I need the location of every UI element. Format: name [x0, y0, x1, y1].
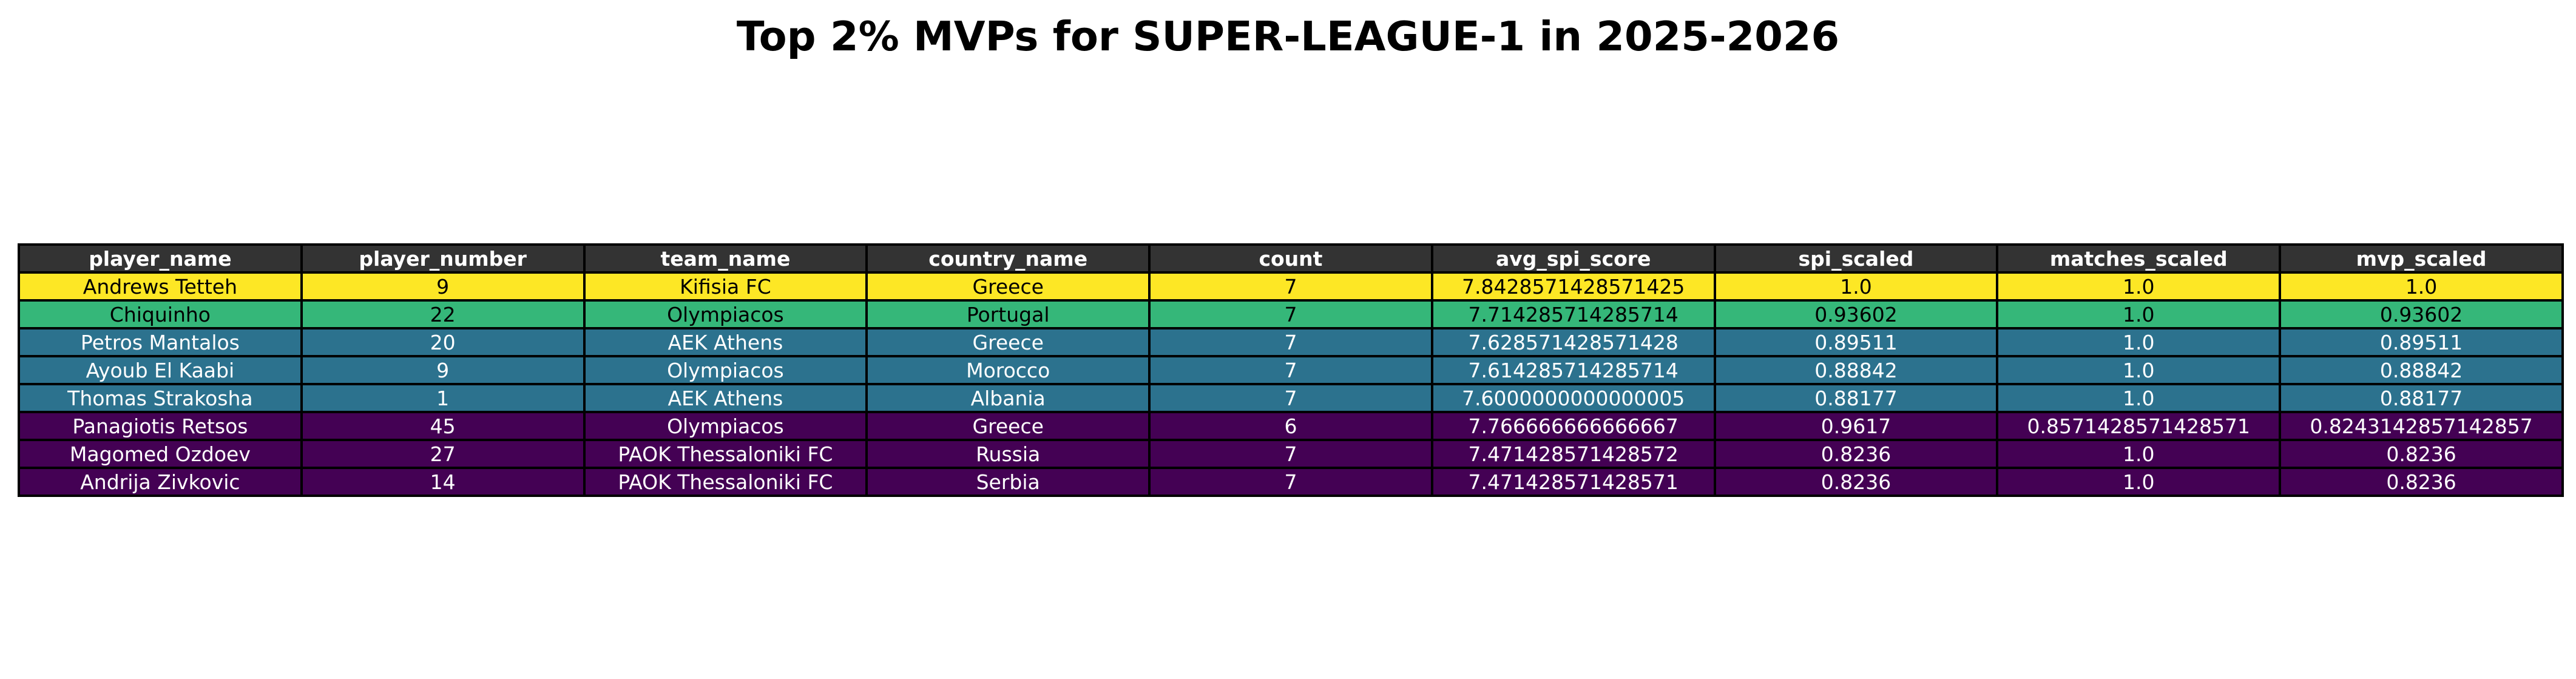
- table-cell-country-name: Russia: [865, 439, 1151, 469]
- table-cell-player-number: 22: [300, 299, 586, 329]
- table-cell-count: 7: [1148, 439, 1433, 469]
- table-cell-avg-spi-score: 7.8428571428571425: [1430, 271, 1716, 302]
- table-cell-spi-scaled: 0.8236: [1713, 467, 1999, 497]
- table-cell-count: 7: [1148, 327, 1433, 357]
- table-cell-matches-scaled: 1.0: [1996, 439, 2282, 469]
- table-cell-player-name: Petros Mantalos: [18, 327, 303, 357]
- table-cell-team-name: Kifisia FC: [583, 271, 868, 302]
- table-row: Andrews Tetteh 9 Kifisia FC Greece 7 7.842857…: [18, 271, 2564, 302]
- table-cell-count: 7: [1148, 355, 1433, 385]
- table-cell-avg-spi-score: 7.614285714285714: [1430, 355, 1716, 385]
- table-cell-count: 7: [1148, 467, 1433, 497]
- table-container: player_name player_number team_name country…: [18, 243, 2564, 497]
- table-cell-team-name: Olympiacos: [583, 355, 868, 385]
- table-cell-player-number: 20: [300, 327, 586, 357]
- table-cell-matches-scaled: 1.0: [1996, 271, 2282, 302]
- table-cell-mvp-scaled: 0.89511: [2279, 327, 2564, 357]
- table-cell-spi-scaled: 1.0: [1713, 271, 1999, 302]
- table-row: Thomas Strakosha 1 AEK Athens Albania 7 7.600…: [18, 383, 2564, 413]
- table-cell-player-name: Andrija Zivkovic: [18, 467, 303, 497]
- table-cell-player-number: 27: [300, 439, 586, 469]
- table-cell-matches-scaled: 1.0: [1996, 383, 2282, 413]
- table-cell-spi-scaled: 0.88842: [1713, 355, 1999, 385]
- table-cell-player-name: Panagiotis Retsos: [18, 411, 303, 441]
- table-cell-country-name: Greece: [865, 327, 1151, 357]
- table-row: Magomed Ozdoev 27 PAOK Thessaloniki FC Russ…: [18, 439, 2564, 469]
- table-cell-player-number: 45: [300, 411, 586, 441]
- column-header-country-name: country_name: [865, 243, 1151, 274]
- table-row: Chiquinho 22 Olympiacos Portugal 7 7.71428571…: [18, 299, 2564, 329]
- column-header-matches-scaled: matches_scaled: [1996, 243, 2282, 274]
- table-cell-player-number: 9: [300, 355, 586, 385]
- table-cell-player-name: Andrews Tetteh: [18, 271, 303, 302]
- table-cell-count: 7: [1148, 299, 1433, 329]
- table-cell-spi-scaled: 0.88177: [1713, 383, 1999, 413]
- table-cell-country-name: Serbia: [865, 467, 1151, 497]
- table-cell-avg-spi-score: 7.766666666666667: [1430, 411, 1716, 441]
- table-cell-mvp-scaled: 0.88842: [2279, 355, 2564, 385]
- table-cell-spi-scaled: 0.89511: [1713, 327, 1999, 357]
- table-cell-avg-spi-score: 7.6000000000000005: [1430, 383, 1716, 413]
- table-cell-mvp-scaled: 0.88177: [2279, 383, 2564, 413]
- table-cell-matches-scaled: 1.0: [1996, 355, 2282, 385]
- table-cell-spi-scaled: 0.93602: [1713, 299, 1999, 329]
- table-header: player_name player_number team_name country…: [18, 243, 2564, 274]
- table-cell-mvp-scaled: 0.93602: [2279, 299, 2564, 329]
- table-body: Andrews Tetteh 9 Kifisia FC Greece 7 7.842857…: [18, 271, 2564, 497]
- table-row: Ayoub El Kaabi 9 Olympiacos Morocco 7 7.61428…: [18, 355, 2564, 385]
- table-cell-player-name: Thomas Strakosha: [18, 383, 303, 413]
- column-header-player-name: player_name: [18, 243, 303, 274]
- table-cell-country-name: Greece: [865, 411, 1151, 441]
- table-cell-matches-scaled: 0.8571428571428571: [1996, 411, 2282, 441]
- table-cell-mvp-scaled: 0.8236: [2279, 467, 2564, 497]
- table-cell-count: 6: [1148, 411, 1433, 441]
- table-cell-player-number: 9: [300, 271, 586, 302]
- table-cell-avg-spi-score: 7.471428571428572: [1430, 439, 1716, 469]
- table-cell-avg-spi-score: 7.628571428571428: [1430, 327, 1716, 357]
- table-cell-player-number: 14: [300, 467, 586, 497]
- table-cell-mvp-scaled: 0.8243142857142857: [2279, 411, 2564, 441]
- table-cell-team-name: PAOK Thessaloniki FC: [583, 467, 868, 497]
- table-cell-matches-scaled: 1.0: [1996, 299, 2282, 329]
- table-cell-matches-scaled: 1.0: [1996, 327, 2282, 357]
- table-cell-country-name: Greece: [865, 271, 1151, 302]
- table-cell-country-name: Albania: [865, 383, 1151, 413]
- table-cell-avg-spi-score: 7.714285714285714: [1430, 299, 1716, 329]
- column-header-player-number: player_number: [300, 243, 586, 274]
- table-row: Andrija Zivkovic 14 PAOK Thessaloniki FC Se…: [18, 467, 2564, 497]
- table-cell-country-name: Morocco: [865, 355, 1151, 385]
- table-cell-avg-spi-score: 7.471428571428571: [1430, 467, 1716, 497]
- table-cell-matches-scaled: 1.0: [1996, 467, 2282, 497]
- table-cell-spi-scaled: 0.9617: [1713, 411, 1999, 441]
- table-cell-player-name: Magomed Ozdoev: [18, 439, 303, 469]
- table-cell-country-name: Portugal: [865, 299, 1151, 329]
- table-cell-mvp-scaled: 1.0: [2279, 271, 2564, 302]
- table-cell-player-name: Chiquinho: [18, 299, 303, 329]
- table-cell-count: 7: [1148, 271, 1433, 302]
- table-cell-team-name: AEK Athens: [583, 327, 868, 357]
- table-cell-team-name: Olympiacos: [583, 299, 868, 329]
- column-header-mvp-scaled: mvp_scaled: [2279, 243, 2564, 274]
- table-cell-count: 7: [1148, 383, 1433, 413]
- table-cell-team-name: PAOK Thessaloniki FC: [583, 439, 868, 469]
- column-header-count: count: [1148, 243, 1433, 274]
- table-cell-team-name: Olympiacos: [583, 411, 868, 441]
- column-header-team-name: team_name: [583, 243, 868, 274]
- table-cell-player-number: 1: [300, 383, 586, 413]
- chart-title: Top 2% MVPs for SUPER-LEAGUE-1 in 2025-2…: [736, 13, 1840, 60]
- table-cell-team-name: AEK Athens: [583, 383, 868, 413]
- column-header-spi-scaled: spi_scaled: [1713, 243, 1999, 274]
- header-row: player_name player_number team_name country…: [18, 243, 2564, 274]
- table-row: Panagiotis Retsos 45 Olympiacos Greece 6 7.76…: [18, 411, 2564, 441]
- table-cell-player-name: Ayoub El Kaabi: [18, 355, 303, 385]
- table-row: Petros Mantalos 20 AEK Athens Greece 7 7.6285…: [18, 327, 2564, 357]
- column-header-avg-spi-score: avg_spi_score: [1430, 243, 1716, 274]
- table-cell-spi-scaled: 0.8236: [1713, 439, 1999, 469]
- mvp-table: player_name player_number team_name country…: [18, 243, 2564, 497]
- table-cell-mvp-scaled: 0.8236: [2279, 439, 2564, 469]
